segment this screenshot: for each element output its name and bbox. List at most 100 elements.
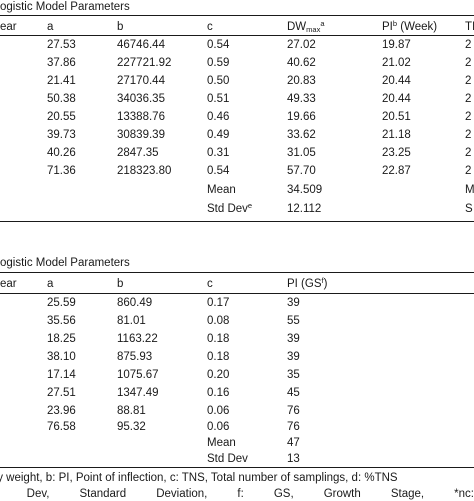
footnote-line-1: dry weight, b: PI, Point of inflection, … bbox=[0, 472, 398, 484]
cell-pi: 76 bbox=[287, 421, 300, 433]
table-2-top-rule bbox=[0, 272, 474, 273]
cell-c: 0.54 bbox=[207, 39, 230, 51]
cell-b: 1075.67 bbox=[117, 369, 159, 381]
cell-a: 23.96 bbox=[47, 405, 76, 417]
cell-a: 40.26 bbox=[47, 147, 76, 159]
header-b: b bbox=[117, 21, 124, 33]
cell-c: 0.17 bbox=[207, 297, 230, 309]
cell-b: 218323.80 bbox=[117, 165, 172, 177]
footnote-word: f: bbox=[237, 488, 244, 500]
cell-a: 38.10 bbox=[47, 351, 76, 363]
cell-b: 1347.49 bbox=[117, 387, 159, 399]
cell-last: 2 bbox=[465, 147, 472, 159]
table-2-title: ogistic Model Parameters bbox=[0, 257, 130, 269]
cell-a: 71.36 bbox=[47, 165, 76, 177]
std-dev-label: Std Dev bbox=[207, 453, 248, 465]
cell-c: 0.06 bbox=[207, 421, 230, 433]
cell-b: 13388.76 bbox=[117, 111, 165, 123]
header-dw-max: DWmaxa bbox=[287, 19, 325, 34]
cell-b: 27170.44 bbox=[117, 75, 165, 87]
cell-b: 875.93 bbox=[117, 351, 153, 363]
cell-a: 27.51 bbox=[47, 387, 76, 399]
table-2-bottom-rule bbox=[0, 467, 474, 468]
cell-last: 2 bbox=[465, 57, 472, 69]
cell-pi: 20.51 bbox=[382, 111, 411, 123]
header-ti: TI bbox=[465, 21, 474, 33]
cell-pi: 22.87 bbox=[382, 165, 411, 177]
cell-pi: 76 bbox=[287, 405, 300, 417]
mean-value: 47 bbox=[287, 437, 300, 449]
cell-last: 2 bbox=[465, 39, 472, 51]
table-1-title: ogistic Model Parameters bbox=[0, 1, 130, 13]
cell-b: 46746.44 bbox=[117, 39, 165, 51]
cell-b: 30839.39 bbox=[117, 129, 165, 141]
cell-b: 81.01 bbox=[117, 315, 146, 327]
footnote-word: Dev, bbox=[26, 488, 50, 500]
cell-pi: 20.44 bbox=[382, 93, 411, 105]
cell-b: 227721.92 bbox=[117, 57, 172, 69]
mean-label: Mean bbox=[207, 184, 236, 196]
footnote-word: Stage, bbox=[390, 488, 425, 500]
cell-b: 860.49 bbox=[117, 297, 153, 309]
cell-a: 18.25 bbox=[47, 333, 76, 345]
footnote-word: GS, bbox=[273, 488, 294, 500]
cell-dw: 31.05 bbox=[287, 147, 316, 159]
cell-last: 2 bbox=[465, 75, 472, 87]
footnote-line-2: td Dev, Standard Deviation, f: GS, Growt… bbox=[0, 487, 474, 501]
cell-c: 0.51 bbox=[207, 93, 230, 105]
cell-pi: 55 bbox=[287, 315, 300, 327]
cell-pi: 20.44 bbox=[382, 75, 411, 87]
table-1-header-rule bbox=[0, 35, 474, 36]
cell-c: 0.50 bbox=[207, 75, 230, 87]
cell-dw: 33.62 bbox=[287, 129, 316, 141]
cell-a: 50.38 bbox=[47, 93, 76, 105]
cell-c: 0.20 bbox=[207, 369, 230, 381]
cell-c: 0.46 bbox=[207, 111, 230, 123]
header-pi-week: PIb (Week) bbox=[382, 19, 438, 33]
header-year: ear bbox=[0, 278, 17, 290]
cell-a: 37.86 bbox=[47, 57, 76, 69]
cell-last: 2 bbox=[465, 93, 472, 105]
cell-last: M bbox=[465, 184, 474, 196]
cell-a: 35.56 bbox=[47, 315, 76, 327]
footnote-word: *nc: bbox=[454, 488, 474, 500]
cell-c: 0.31 bbox=[207, 147, 230, 159]
std-dev-value: 13 bbox=[287, 453, 300, 465]
cell-c: 0.59 bbox=[207, 57, 230, 69]
cell-dw: 40.62 bbox=[287, 57, 316, 69]
table-1-top-rule bbox=[0, 15, 474, 16]
cell-a: 76.58 bbox=[47, 421, 76, 433]
header-b: b bbox=[117, 278, 124, 290]
table-2-header-rule bbox=[0, 293, 474, 294]
cell-a: 27.53 bbox=[47, 39, 76, 51]
cell-last: 2 bbox=[465, 111, 472, 123]
cell-pi: 35 bbox=[287, 369, 300, 381]
cell-c: 0.16 bbox=[207, 387, 230, 399]
cell-dw: 19.66 bbox=[287, 111, 316, 123]
cell-c: 0.54 bbox=[207, 165, 230, 177]
cell-pi: 39 bbox=[287, 297, 300, 309]
cell-a: 25.59 bbox=[47, 297, 76, 309]
footnote-word: Deviation, bbox=[156, 488, 208, 500]
cell-last: 2 bbox=[465, 129, 472, 141]
cell-dw: 57.70 bbox=[287, 165, 316, 177]
cell-dw: 20.83 bbox=[287, 75, 316, 87]
header-pi-gs: PI (GSf) bbox=[287, 276, 328, 290]
cell-dw: 27.02 bbox=[287, 39, 316, 51]
footnote-word: Standard bbox=[79, 488, 127, 500]
cell-last: 2 bbox=[465, 165, 472, 177]
cell-pi: 39 bbox=[287, 351, 300, 363]
cell-dw: 49.33 bbox=[287, 93, 316, 105]
cell-b: 34036.35 bbox=[117, 93, 165, 105]
cell-c: 0.08 bbox=[207, 315, 230, 327]
cell-c: 0.18 bbox=[207, 351, 230, 363]
header-c: c bbox=[207, 278, 213, 290]
cell-a: 17.14 bbox=[47, 369, 76, 381]
cell-pi: 21.02 bbox=[382, 57, 411, 69]
cell-c: 0.06 bbox=[207, 405, 230, 417]
cell-pi: 21.18 bbox=[382, 129, 411, 141]
cell-pi: 39 bbox=[287, 333, 300, 345]
header-a: a bbox=[47, 21, 54, 33]
table-1-bottom-rule bbox=[0, 221, 474, 222]
